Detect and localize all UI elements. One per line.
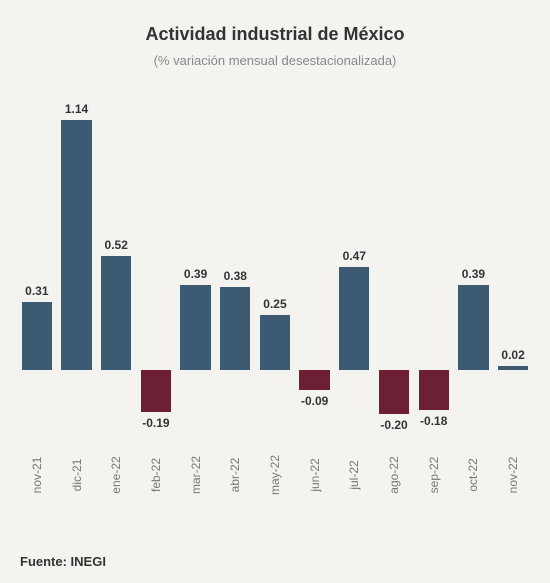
bar-slot: 0.47 — [338, 96, 372, 436]
x-label-slot: oct-22 — [457, 444, 491, 514]
bar-value-label: 0.52 — [105, 238, 128, 252]
x-label-slot: ene-22 — [99, 444, 133, 514]
x-label-slot: jun-22 — [298, 444, 332, 514]
x-axis-label: feb-22 — [149, 458, 163, 492]
bar-value-label: -0.18 — [420, 414, 447, 428]
bar — [260, 315, 290, 370]
bar-slot: 0.25 — [258, 96, 292, 436]
x-axis-label: ago-22 — [387, 456, 401, 493]
x-label-slot: dic-21 — [60, 444, 94, 514]
bar — [220, 287, 250, 370]
x-label-slot: abr-22 — [218, 444, 252, 514]
x-label-slot: mar-22 — [179, 444, 213, 514]
bar — [180, 285, 210, 371]
bar-slot: 0.39 — [457, 96, 491, 436]
chart-source: Fuente: INEGI — [20, 554, 530, 569]
x-axis-label: nov-21 — [30, 457, 44, 494]
x-axis-label: sep-22 — [427, 457, 441, 494]
x-label-slot: jul-22 — [338, 444, 372, 514]
bar-value-label: 0.25 — [263, 297, 286, 311]
x-axis-label: may-22 — [268, 455, 282, 495]
x-axis-label: oct-22 — [466, 458, 480, 491]
bar-slot: 0.02 — [496, 96, 530, 436]
bar-value-label: 0.31 — [25, 284, 48, 298]
bar — [299, 370, 329, 390]
bar — [458, 285, 488, 371]
bars-container: 0.31 1.14 0.52 -0.19 0.39 0.38 0.25 -0.09 0.47 -0… — [20, 96, 530, 436]
bar-value-label: -0.19 — [142, 416, 169, 430]
bar — [101, 256, 131, 370]
x-axis-label: abr-22 — [228, 458, 242, 493]
bar-value-label: -0.09 — [301, 394, 328, 408]
x-axis-label: mar-22 — [189, 456, 203, 494]
bar-slot: 0.31 — [20, 96, 54, 436]
x-axis-label: jun-22 — [308, 458, 322, 491]
bar-value-label: 0.02 — [501, 348, 524, 362]
bar-slot: -0.09 — [298, 96, 332, 436]
x-axis-label: jul-22 — [347, 460, 361, 489]
bar-value-label: 0.39 — [462, 267, 485, 281]
bar-slot: -0.19 — [139, 96, 173, 436]
bar-slot: 0.39 — [179, 96, 213, 436]
chart-plot-area: 0.31 1.14 0.52 -0.19 0.39 0.38 0.25 -0.09 0.47 -0… — [20, 96, 530, 436]
bar-slot: 0.52 — [99, 96, 133, 436]
bar — [22, 302, 52, 370]
bar — [339, 267, 369, 370]
bar — [498, 366, 528, 370]
x-axis-labels: nov-21 dic-21 ene-22 feb-22 mar-22 abr-22 may-… — [20, 444, 530, 514]
bar — [419, 370, 449, 409]
bar-slot: 0.38 — [218, 96, 252, 436]
bar-value-label: -0.20 — [380, 418, 407, 432]
x-label-slot: ago-22 — [377, 444, 411, 514]
x-axis-label: ene-22 — [109, 456, 123, 493]
bar — [61, 120, 91, 370]
bar — [379, 370, 409, 414]
x-label-slot: feb-22 — [139, 444, 173, 514]
x-axis-label: nov-22 — [506, 457, 520, 494]
bar-slot: 1.14 — [60, 96, 94, 436]
bar-value-label: 1.14 — [65, 102, 88, 116]
chart-subtitle: (% variación mensual desestacionalizada) — [20, 53, 530, 68]
x-label-slot: nov-22 — [496, 444, 530, 514]
bar-slot: -0.18 — [417, 96, 451, 436]
bar-value-label: 0.38 — [224, 269, 247, 283]
x-label-slot: sep-22 — [417, 444, 451, 514]
bar — [141, 370, 171, 412]
bar-slot: -0.20 — [377, 96, 411, 436]
chart-title: Actividad industrial de México — [20, 24, 530, 45]
x-axis-label: dic-21 — [70, 459, 84, 492]
bar-value-label: 0.39 — [184, 267, 207, 281]
x-label-slot: nov-21 — [20, 444, 54, 514]
bar-value-label: 0.47 — [343, 249, 366, 263]
x-label-slot: may-22 — [258, 444, 292, 514]
